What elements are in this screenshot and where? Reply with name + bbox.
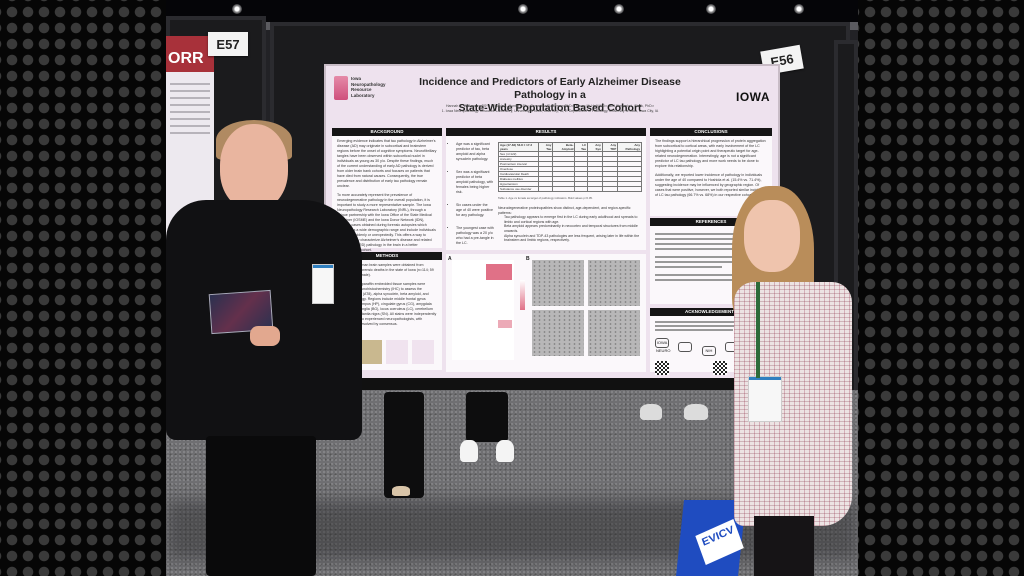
results-section: RESULTS Age was a significant predictor … <box>446 128 646 250</box>
hand <box>250 326 280 346</box>
heatmap-colorbar <box>520 280 525 310</box>
table-caption: Table 1. Age vs female as target of path… <box>498 196 593 200</box>
presenter-left <box>166 120 366 576</box>
bystander-legs <box>466 392 508 442</box>
name-badge <box>312 264 334 304</box>
sneaker <box>640 404 662 420</box>
section-heading: METHODS <box>332 252 442 260</box>
brain-logo-icon <box>334 76 348 100</box>
ceiling-light <box>614 4 624 14</box>
dotted-border-left <box>0 0 166 576</box>
booth-label-e57: E57 <box>208 32 248 56</box>
section-heading: CONCLUSIONS <box>650 128 772 136</box>
qr-code-icon <box>655 361 669 375</box>
inrl-logo: Iowa Neuropathology Resource Laboratory <box>334 76 394 108</box>
stained-slide <box>412 340 434 364</box>
section-heading: RESULTS <box>446 128 646 136</box>
results-findings: Neurodegenerative proteinopathies show d… <box>498 206 640 243</box>
qr-code-icon <box>713 361 728 375</box>
poster-title: Incidence and Predictors of Early Alzhei… <box>419 76 681 114</box>
dotted-border-right <box>858 0 1024 576</box>
face <box>220 124 288 210</box>
lanyard <box>756 282 760 378</box>
ceiling-light <box>706 4 716 14</box>
results-figure: A B <box>446 254 646 372</box>
research-poster: Iowa Neuropathology Resource Laboratory … <box>326 66 778 378</box>
sponsor-logo: IOWA NEURO <box>655 338 671 353</box>
poster-authors: Hannah R. Williamsen BS*¹², Mikayla L. H… <box>441 104 659 113</box>
face <box>744 200 800 272</box>
poster-header: Iowa Neuropathology Resource Laboratory … <box>326 66 778 124</box>
poster-board-frame <box>266 378 846 392</box>
background-section: BACKGROUND Emerging evidence indicates t… <box>332 128 442 252</box>
conference-photo: ORR E57 E56 Iowa Neuropathology Resource… <box>166 0 858 576</box>
iowa-logo: IOWA <box>736 90 770 104</box>
neighbor-poster-header: ORR <box>166 36 214 72</box>
micrograph <box>588 310 640 356</box>
sneaker <box>460 440 478 462</box>
black-pants <box>206 436 316 576</box>
section-heading: BACKGROUND <box>332 128 442 136</box>
seal-logo-icon <box>678 342 693 352</box>
ceiling-light <box>794 4 804 14</box>
sneaker <box>496 440 514 462</box>
black-tights <box>754 516 814 576</box>
ceiling-light <box>518 4 528 14</box>
micrograph <box>532 310 584 356</box>
micrograph <box>532 260 584 306</box>
section-heading: ACKNOWLEDGEMENTS <box>650 308 772 316</box>
results-table: Age (17-84) 53.8 ± 17.3 years Any Tau Be… <box>498 142 642 192</box>
section-heading: REFERENCES <box>650 218 772 226</box>
conclusions-section: CONCLUSIONS The findings support a hiera… <box>650 128 772 216</box>
presenter-right <box>714 186 858 576</box>
ceiling-light <box>232 4 242 14</box>
results-bullets: Age was a significant predictor of tau, … <box>450 142 494 254</box>
bystander-legs <box>384 392 424 498</box>
micrograph <box>588 260 640 306</box>
nih-logo: NIH <box>701 346 716 356</box>
name-badge <box>748 376 782 422</box>
sneaker <box>684 404 708 420</box>
sandal <box>392 486 410 496</box>
neighbor-poster: ORR <box>166 36 214 246</box>
stained-slide <box>386 340 408 364</box>
